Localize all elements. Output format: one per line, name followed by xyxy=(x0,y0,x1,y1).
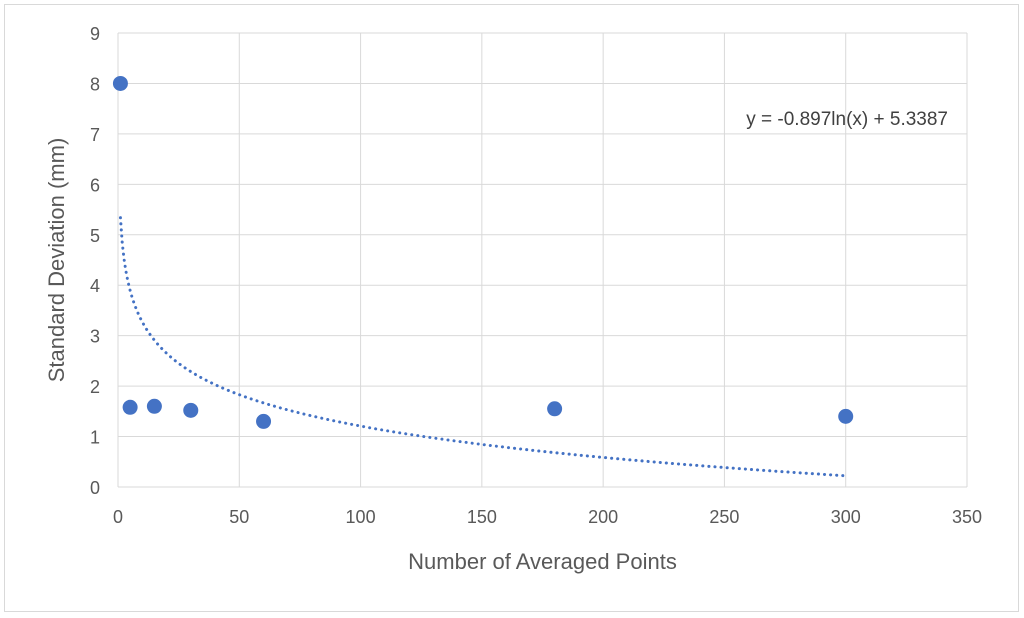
trendline xyxy=(118,216,848,478)
y-tick-label: 4 xyxy=(90,276,100,296)
x-tick-label: 150 xyxy=(467,507,497,527)
trendline-layer xyxy=(118,216,848,478)
data-points xyxy=(112,75,854,429)
y-tick-label: 8 xyxy=(90,74,100,94)
x-tick-label: 100 xyxy=(346,507,376,527)
x-axis-title: Number of Averaged Points xyxy=(408,549,677,574)
data-point xyxy=(112,75,128,91)
trendline-equation: y = -0.897ln(x) + 5.3387 xyxy=(746,109,948,130)
x-tick-label: 200 xyxy=(588,507,618,527)
tick-labels: 0 1 2 3 4 5 6 7 8 9 0 50 100 150 200 250 300 350 xyxy=(90,24,982,527)
chart-frame xyxy=(4,4,1019,612)
data-point xyxy=(146,398,162,414)
gridlines xyxy=(117,32,968,488)
data-point xyxy=(256,413,272,429)
y-axis-title: Standard Deviation (mm) xyxy=(44,138,69,383)
y-tick-label: 5 xyxy=(90,226,100,246)
y-tick-label: 2 xyxy=(90,377,100,397)
x-tick-label: 300 xyxy=(831,507,861,527)
x-tick-label: 350 xyxy=(952,507,982,527)
y-tick-label: 3 xyxy=(90,327,100,347)
x-tick-label: 0 xyxy=(113,507,123,527)
y-tick-label: 1 xyxy=(90,428,100,448)
data-point xyxy=(838,408,854,424)
y-tick-label: 6 xyxy=(90,175,100,195)
x-tick-label: 50 xyxy=(229,507,249,527)
y-tick-label: 0 xyxy=(90,478,100,498)
data-point xyxy=(122,399,138,415)
x-tick-label: 250 xyxy=(709,507,739,527)
data-point xyxy=(547,401,563,417)
y-tick-label: 9 xyxy=(90,24,100,44)
y-tick-label: 7 xyxy=(90,125,100,145)
data-point xyxy=(183,402,199,418)
